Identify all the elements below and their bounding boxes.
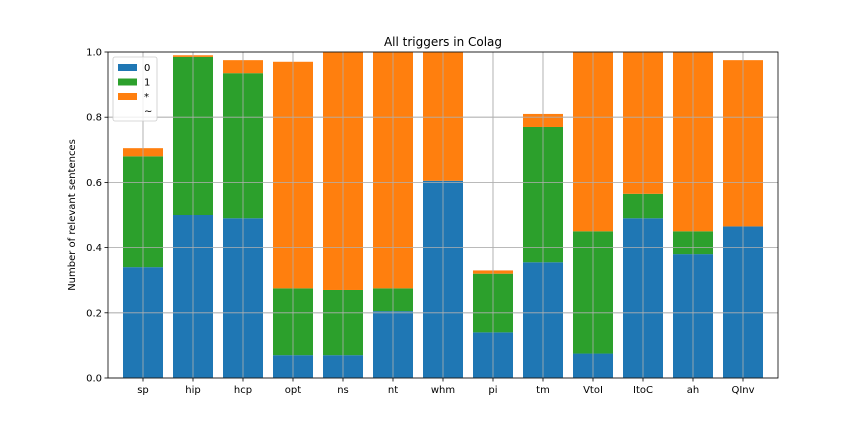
x-tick-label: pi: [488, 385, 497, 396]
legend-label: 1: [144, 78, 150, 89]
y-tick-label: 0.2: [86, 308, 102, 319]
legend: 0 1 * ~: [112, 56, 158, 122]
x-tick-label: QInv: [731, 385, 754, 396]
y-tick-label: 0.4: [86, 243, 102, 254]
x-tick-label: opt: [285, 385, 301, 396]
legend-label: 0: [144, 63, 150, 74]
x-tick-label: hcp: [234, 385, 252, 396]
x-tick-label: sp: [137, 385, 149, 396]
x-tick-label: ns: [337, 385, 349, 396]
y-tick-label: 0.6: [86, 178, 102, 189]
y-tick-label: 0.0: [86, 374, 102, 385]
y-tick-label: 1.0: [86, 48, 102, 59]
legend-swatch: [118, 93, 137, 100]
tick-labels: 0.0 0.2 0.4 0.6 0.8 1.0 sp hip hcp opt ns nt whm pi tm…: [86, 48, 755, 397]
chart-title: All triggers in Colag: [384, 35, 502, 49]
x-tick-label: ah: [687, 385, 699, 396]
x-tick-label: tm: [536, 385, 550, 396]
y-axis-label: Number of relevant sentences: [67, 139, 78, 291]
legend-swatch: [118, 64, 137, 71]
legend-box: [112, 56, 158, 122]
legend-swatch: [118, 78, 137, 86]
x-tick-label: VtoI: [583, 385, 603, 396]
x-tick-label: ItoC: [633, 385, 653, 396]
x-tick-label: hip: [185, 385, 200, 396]
x-tick-label: nt: [388, 385, 398, 396]
legend-label: *: [144, 92, 149, 103]
y-tick-label: 0.8: [86, 113, 102, 124]
x-tick-label: whm: [431, 385, 455, 396]
legend-label: ~: [144, 107, 152, 118]
